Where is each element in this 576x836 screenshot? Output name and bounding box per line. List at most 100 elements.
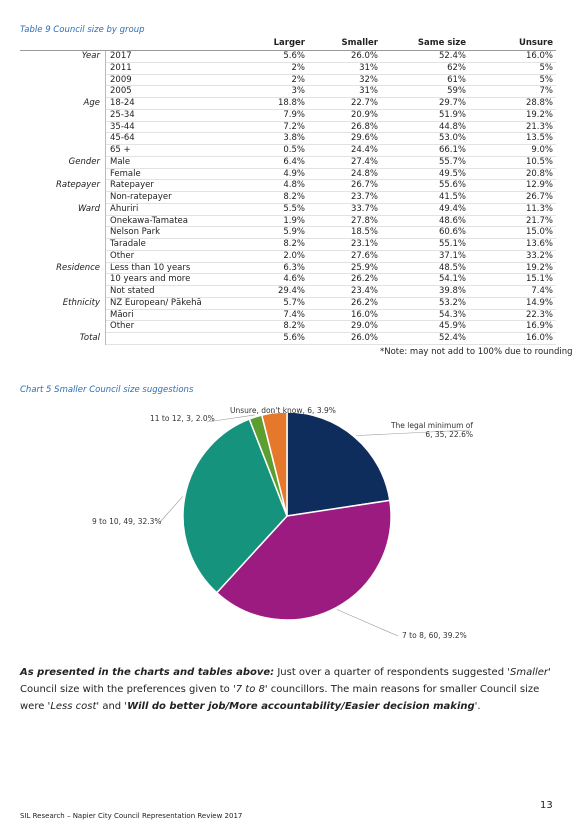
text-run: As presented in the charts and tables ab…: [20, 667, 275, 678]
pie-slice: [215, 499, 392, 621]
pie-slice: [260, 411, 288, 517]
cell-value: 19.2%: [525, 109, 553, 120]
cell-value: 23.7%: [350, 192, 378, 202]
cell-value: 26.0%: [350, 51, 378, 61]
leader-line: [271, 410, 275, 415]
cell-value: 59%: [447, 86, 466, 97]
cell-value: 55.6%: [438, 180, 466, 191]
group-label: Ward: [77, 203, 100, 214]
cell-value: 5.7%: [283, 297, 305, 308]
text-run: ' councillors. The main reasons for smal…: [20, 684, 540, 712]
row-label: Non-ratepayer: [110, 192, 172, 202]
row-line: [106, 320, 556, 322]
row-label: Less than 10 years: [110, 262, 191, 273]
row-label: 25-34: [110, 109, 135, 120]
cell-value: 54.3%: [438, 309, 466, 320]
row-label: 18-24: [110, 98, 135, 108]
cell-value: 4.9%: [283, 168, 305, 179]
cell-value: 26.2%: [350, 297, 378, 308]
cell-value: 26.7%: [350, 180, 378, 191]
cell-value: 54.1%: [438, 274, 466, 285]
cell-value: 22.7%: [350, 98, 378, 108]
cell-value: 3%: [291, 86, 306, 97]
cell-value: 28.8%: [525, 98, 553, 108]
text-run: ' Council size with the preferences give…: [20, 667, 551, 695]
cell-value: 27.8%: [350, 215, 378, 226]
cell-value: 5.9%: [283, 227, 305, 238]
column-header: Same size: [417, 38, 466, 48]
cell-value: 18.8%: [277, 98, 305, 108]
cell-value: 18.5%: [350, 227, 378, 238]
row-line: [106, 191, 556, 192]
cell-value: 45.9%: [438, 321, 466, 332]
cell-value: 16.0%: [525, 333, 553, 343]
cell-value: 37.1%: [438, 250, 466, 261]
column-header: Smaller: [341, 38, 379, 48]
row-label: Ahuriri: [110, 203, 139, 214]
cell-value: 52.4%: [438, 51, 466, 61]
cell-value: 13.5%: [525, 133, 553, 144]
table-note: *Note: may not add to 100% due to roundi…: [380, 346, 573, 357]
cell-value: 21.7%: [525, 215, 553, 226]
cell-value: 60.6%: [438, 227, 466, 238]
cell-value: 6.3%: [283, 262, 305, 273]
row-label: Not stated: [110, 286, 155, 296]
row-line: [106, 108, 556, 110]
cell-value: 7%: [539, 86, 554, 97]
row-line: [106, 179, 556, 181]
cell-value: 26.0%: [350, 333, 378, 343]
row-label: Onekawa-Tamatea: [110, 215, 188, 226]
cell-value: 33.2%: [525, 250, 553, 261]
row-label: 10 years and more: [110, 274, 191, 285]
row-line: [106, 155, 556, 157]
row-label: 2011: [110, 62, 132, 73]
cell-value: 27.6%: [350, 250, 378, 261]
slice-label: 9 to 10, 49, 32.3%: [92, 517, 162, 526]
row-line: [106, 202, 556, 204]
cell-value: 22.3%: [525, 309, 553, 320]
group-label: Gender: [68, 156, 100, 167]
leader-line: [206, 414, 255, 423]
row-label: 45-64: [110, 133, 135, 144]
cell-value: 29.4%: [277, 286, 305, 296]
cell-value: 4.6%: [283, 274, 305, 285]
cell-value: 53.2%: [438, 297, 466, 308]
cell-value: 44.8%: [438, 121, 466, 132]
row-label: 65 +: [110, 145, 131, 155]
cell-value: 12.9%: [525, 180, 553, 191]
cell-value: 2%: [291, 74, 306, 85]
text-run: Less cost: [50, 701, 97, 712]
text-run: '.: [474, 701, 481, 712]
pie-slice: [182, 418, 288, 594]
group-label: Ethnicity: [62, 297, 100, 308]
cell-value: 7.4%: [283, 309, 305, 320]
cell-value: 55.7%: [438, 156, 466, 167]
row-line: [106, 120, 556, 122]
cell-value: 51.9%: [438, 109, 466, 120]
pie-slice: [286, 411, 391, 517]
cell-value: 31%: [359, 62, 378, 73]
cell-value: 49.4%: [438, 203, 466, 214]
cell-value: 21.3%: [525, 121, 553, 132]
row-label: Ratepayer: [110, 180, 154, 191]
cell-value: 49.5%: [438, 168, 466, 179]
chart-caption: Chart 5 Smaller Council size suggestions: [20, 385, 194, 395]
text-run: Will do better job/More accountability/E…: [127, 701, 475, 712]
cell-value: 48.6%: [438, 215, 466, 226]
row-line: [106, 167, 556, 169]
group-label: Ratepayer: [55, 180, 100, 191]
footer-text: SIL Research – Napier City Council Repre…: [20, 812, 243, 820]
row-line: [106, 144, 556, 145]
page-number: 13: [540, 800, 553, 811]
cell-value: 31%: [359, 86, 378, 97]
cell-value: 15.0%: [525, 227, 553, 238]
group-label: Age: [83, 98, 100, 108]
cell-value: 3.8%: [283, 133, 305, 144]
group-label: Total: [79, 333, 100, 343]
column-header: Unsure: [518, 38, 553, 48]
cell-value: 48.5%: [438, 262, 466, 273]
row-line: [106, 61, 556, 63]
cell-value: 33.7%: [350, 203, 378, 214]
cell-value: 6.4%: [283, 156, 305, 167]
